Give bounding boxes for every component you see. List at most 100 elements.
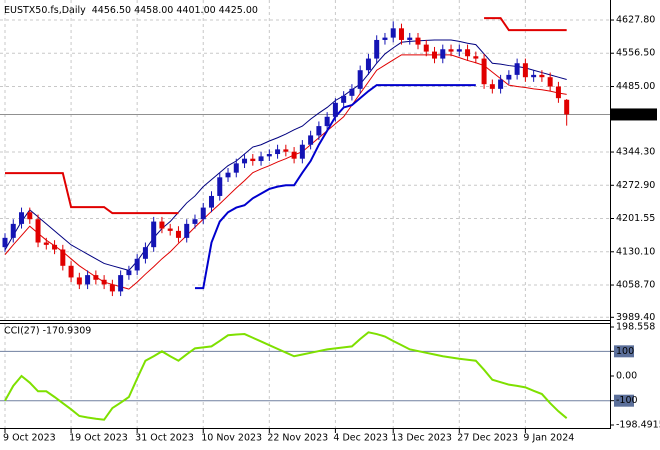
y-tick-label: 3989.40 [616, 312, 655, 323]
y-tick-label: -198.4915 [616, 420, 660, 431]
x-tick-label: 19 Oct 2023 [69, 433, 128, 444]
x-tick-label: 31 Oct 2023 [135, 433, 194, 444]
candle-body [250, 158, 256, 162]
candle-body [473, 56, 479, 59]
candle-body [349, 88, 355, 96]
candle-body [134, 258, 140, 271]
candle-body [225, 172, 231, 178]
y-tick-label: 4272.90 [616, 180, 655, 191]
y-tick-label: 4201.55 [616, 213, 655, 224]
indicator-title: CCI(27) -170.9309 [4, 326, 91, 337]
candle-body [19, 212, 25, 224]
candle-body [308, 135, 314, 145]
candle-body [43, 242, 49, 245]
y-tick-label: 100 [616, 346, 634, 357]
candle-body [324, 116, 330, 127]
candle-body [514, 63, 520, 75]
indicator-line [4, 54, 567, 290]
chart-header: EUSTX50.fs,Daily 4456.50 4458.00 4401.00 … [4, 5, 258, 16]
candle-body [159, 221, 165, 229]
y-tick-label: 4058.70 [616, 280, 655, 291]
grid-layer [0, 0, 614, 433]
y-tick-label: 4627.80 [616, 15, 655, 26]
candle-body [332, 102, 338, 117]
candle-body [242, 158, 248, 164]
y-tick-label: -100 [616, 395, 638, 406]
candle-body [506, 74, 512, 80]
x-tick-label: 22 Nov 2023 [267, 433, 328, 444]
candle-body [531, 74, 537, 78]
candle-body [85, 275, 91, 285]
y-tick-label: 198.558 [616, 322, 655, 333]
candle-body [299, 144, 305, 159]
candle-body [10, 223, 16, 238]
indicator-line [4, 39, 567, 272]
candle-body [35, 219, 41, 243]
candle-body [357, 70, 363, 89]
candle-body [109, 284, 115, 292]
candle-body [316, 126, 322, 136]
candle-body [126, 270, 132, 276]
candle-body [27, 212, 33, 220]
candle-body [151, 221, 157, 248]
x-tick-label: 9 Jan 2024 [523, 433, 574, 444]
x-tick-label: 4 Dec 2023 [333, 433, 388, 444]
x-tick-label: 13 Dec 2023 [391, 433, 452, 444]
candle-body [423, 44, 429, 52]
candle-body [217, 177, 223, 196]
current-price-label: 4425.00 [616, 109, 655, 120]
y-tick-label: 4344.30 [616, 147, 655, 158]
candle-body [398, 28, 404, 40]
level-label-box [614, 345, 634, 358]
candle-body [266, 154, 272, 157]
candle-body [341, 95, 347, 103]
candle-body [432, 51, 438, 59]
candle-body [184, 223, 190, 238]
candle-body [101, 279, 107, 285]
candle-body [365, 58, 371, 71]
candle-body [489, 84, 495, 89]
candle-body [448, 49, 454, 52]
candle-body [498, 79, 504, 89]
candle-body [465, 49, 471, 57]
candle-body [555, 86, 561, 99]
candle-body [142, 247, 148, 259]
candle-body [456, 49, 462, 52]
candle-body [374, 39, 380, 59]
candle-body [258, 156, 264, 162]
candle-body [68, 265, 74, 278]
candle-body [547, 77, 553, 87]
x-tick-label: 9 Oct 2023 [3, 433, 56, 444]
candle-body [390, 28, 396, 38]
candle-body [175, 230, 181, 238]
candle-body [233, 163, 239, 173]
candle-body [382, 37, 388, 40]
y-tick-label: 4556.50 [616, 48, 655, 59]
candle-body [564, 99, 570, 115]
candle-body [192, 219, 198, 224]
level-label-box [614, 394, 634, 407]
candle-body [118, 275, 124, 292]
candle-body [2, 237, 8, 248]
candle-body [440, 49, 446, 59]
candle-body [539, 74, 545, 78]
candle-body [209, 195, 214, 208]
candle-body [167, 228, 173, 231]
candle-body [60, 249, 66, 266]
y-tick-label: 4485.00 [616, 81, 655, 92]
current-price-box [611, 108, 657, 121]
candle-body [407, 37, 413, 40]
x-tick-label: 10 Nov 2023 [201, 433, 262, 444]
candle-body [291, 151, 297, 159]
candle-body [200, 207, 206, 220]
candle-body [522, 63, 528, 78]
candle-body [93, 275, 99, 280]
candle-body [52, 244, 58, 250]
label-layer: EUSTX50.fs,Daily 4456.50 4458.00 4401.00 … [3, 5, 660, 444]
chart-title: EUSTX50.fs,Daily [4, 5, 86, 16]
ohlc-label: 4456.50 4458.00 4401.00 4425.00 [92, 5, 258, 16]
candle-body [481, 58, 487, 85]
x-tick-label: 27 Dec 2023 [457, 433, 518, 444]
